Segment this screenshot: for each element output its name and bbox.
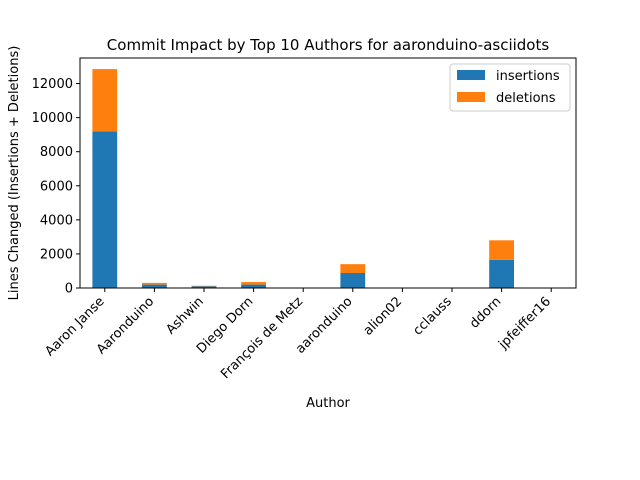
legend-label-deletions: deletions — [496, 91, 556, 106]
bar-deletions-0 — [92, 69, 118, 132]
y-tick-label: 6000 — [40, 179, 73, 194]
y-tick-label: 10000 — [32, 111, 73, 126]
y-tick-label: 8000 — [40, 145, 73, 160]
legend: insertions deletions — [449, 63, 571, 112]
y-axis-label: Lines Changed (Insertions + Deletions) — [7, 46, 22, 301]
bar-insertions-0 — [92, 131, 118, 288]
y-tick-label: 2000 — [40, 247, 73, 262]
chart-title: Commit Impact by Top 10 Authors for aaro… — [107, 36, 550, 54]
bar-deletions-1 — [142, 282, 167, 285]
bar-insertions-2 — [191, 286, 217, 288]
x-tick-label: cclauss — [411, 294, 455, 338]
bar-deletions-3 — [241, 282, 266, 285]
bar-deletions-8 — [489, 240, 514, 260]
bars-layer — [92, 69, 564, 288]
bar-deletions-5 — [340, 264, 366, 274]
bar-deletions-2 — [191, 285, 217, 287]
bar-insertions-5 — [340, 273, 366, 288]
y-tick-label: 12000 — [32, 77, 73, 92]
legend-swatch-deletions — [457, 92, 485, 102]
legend-swatch-insertions — [457, 70, 485, 80]
y-tick-label: 0 — [65, 282, 73, 297]
legend-label-insertions: insertions — [496, 69, 560, 84]
y-axis: 0 2000 4000 6000 8000 10000 12000 — [32, 77, 80, 297]
x-axis-label: Author — [306, 396, 350, 411]
bar-insertions-8 — [489, 259, 514, 288]
x-tick-label: jpfeiffer16 — [495, 294, 554, 353]
plot-frame — [79, 57, 577, 289]
y-tick-label: 4000 — [40, 213, 73, 228]
bar-insertions-3 — [241, 284, 266, 288]
bar-insertions-1 — [142, 284, 167, 288]
x-tick-label: Ashwin — [163, 294, 206, 337]
x-tick-label: alion02 — [361, 294, 406, 339]
x-tick-label: ddorn — [467, 294, 504, 331]
